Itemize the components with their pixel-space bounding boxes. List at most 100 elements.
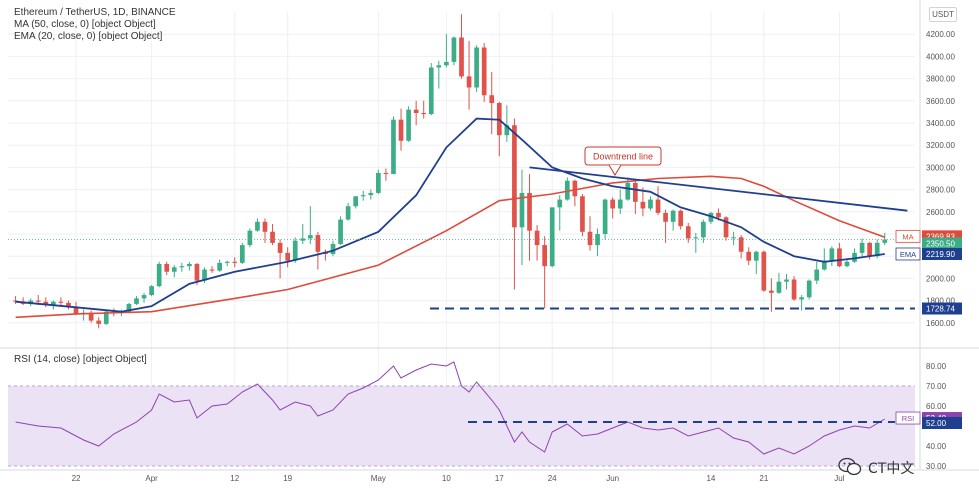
candle-body xyxy=(307,235,313,239)
y-tick-label: 3800.00 xyxy=(926,75,955,84)
value-label-text: 52.00 xyxy=(926,419,947,428)
rsi-tick-label: 80.00 xyxy=(926,362,947,371)
value-label-box xyxy=(922,302,962,315)
currency-badge[interactable]: USDT xyxy=(929,7,957,22)
candle-body xyxy=(58,301,64,303)
x-tick-label: May xyxy=(371,474,386,483)
candle-body xyxy=(874,242,880,257)
candle-body xyxy=(51,301,56,306)
candle-body xyxy=(549,207,555,267)
candle-body xyxy=(239,245,245,263)
y-tick-label: 3000.00 xyxy=(926,163,955,172)
y-tick-label: 3400.00 xyxy=(926,119,955,128)
candle-body xyxy=(731,237,736,239)
ema-legend: EMA (20, close, 0) [object Object] xyxy=(14,31,163,42)
candle-body xyxy=(557,199,563,208)
candle-body xyxy=(428,67,434,115)
candle-body xyxy=(436,65,442,68)
value-tag-box xyxy=(895,229,921,243)
candle-body xyxy=(338,219,343,244)
y-tick-label: 1600.00 xyxy=(926,319,955,328)
rsi-band-fill xyxy=(8,386,915,466)
value-label-text: 2350.50 xyxy=(926,239,955,248)
candle-body xyxy=(277,242,283,253)
candle-body xyxy=(202,269,207,281)
candle-body xyxy=(791,279,797,300)
candle-body xyxy=(595,234,600,246)
candle-body xyxy=(459,37,464,77)
candle-body xyxy=(829,248,835,261)
candle-body xyxy=(519,192,525,228)
downtrend-line xyxy=(529,166,908,212)
value-tag-text: EMA xyxy=(900,250,916,259)
candle-body xyxy=(285,252,291,261)
callout-box xyxy=(584,146,662,166)
ma50-line xyxy=(15,175,886,319)
y-tick-label: 1800.00 xyxy=(926,297,955,306)
candle-body xyxy=(88,312,94,321)
candle-body xyxy=(481,47,487,96)
x-tick-label: Apr xyxy=(145,474,158,483)
candle-body xyxy=(391,119,396,175)
candle-body xyxy=(35,300,41,302)
value-label-box xyxy=(922,417,962,429)
x-tick-label: 17 xyxy=(495,474,504,483)
candle-body xyxy=(882,239,888,243)
candle-body xyxy=(156,263,162,287)
annotations: Downtrend line xyxy=(8,146,915,423)
callout-pointer xyxy=(608,164,622,176)
candle-body xyxy=(806,280,812,298)
candle-body xyxy=(663,212,668,222)
candle-body xyxy=(164,263,170,272)
value-tag-text: RSI xyxy=(902,414,915,423)
x-tick-label: Jun xyxy=(606,474,619,483)
candle-body xyxy=(821,260,827,270)
candle-body xyxy=(542,245,547,267)
candle-body xyxy=(96,320,102,324)
candle-body xyxy=(678,210,684,227)
candle-body xyxy=(134,298,139,304)
candle-body xyxy=(474,47,479,88)
support-price-label: 1728.74 xyxy=(922,302,962,315)
x-tick-label: 24 xyxy=(548,474,557,483)
candle-body xyxy=(413,109,419,114)
ema20-line xyxy=(15,117,885,313)
candle-body xyxy=(625,182,631,200)
candle-body xyxy=(580,196,585,232)
candle-body xyxy=(617,199,623,209)
candle-body xyxy=(670,210,676,222)
x-tick-label: 12 xyxy=(230,474,239,483)
candle-body xyxy=(179,266,185,268)
candle-body xyxy=(466,76,472,88)
value-label-text: 2369.83 xyxy=(926,232,955,241)
value-tag-text: MA xyxy=(902,232,913,241)
candle-body xyxy=(701,221,706,238)
chart-title: Ethereum / TetherUS, 1D, BINANCE xyxy=(14,7,176,18)
y-tick-label: 3200.00 xyxy=(926,141,955,150)
value-label-text: 1728.74 xyxy=(926,305,955,314)
candle-body xyxy=(738,237,744,252)
rsi-tick-label: 30.00 xyxy=(926,462,947,471)
value-tag-box xyxy=(895,247,921,261)
candle-body xyxy=(194,263,200,281)
rsi-line xyxy=(15,361,886,455)
candle-body xyxy=(209,269,215,271)
candle-body xyxy=(693,237,699,239)
rsi-level-label: 52.00 xyxy=(922,417,962,429)
candle-body xyxy=(368,192,374,196)
candle-body xyxy=(776,281,782,293)
candle-body xyxy=(292,240,298,261)
x-tick-label: 14 xyxy=(706,474,715,483)
candle-body xyxy=(723,217,729,238)
candle-body xyxy=(512,125,517,228)
candle-body xyxy=(655,199,661,213)
candle-body xyxy=(398,119,404,141)
candle-body xyxy=(13,300,18,302)
candle-body xyxy=(761,251,767,291)
candle-body xyxy=(262,221,268,232)
y-tick-label: 2000.00 xyxy=(926,274,955,283)
candle-body xyxy=(852,252,857,262)
rsi-band xyxy=(8,385,915,467)
